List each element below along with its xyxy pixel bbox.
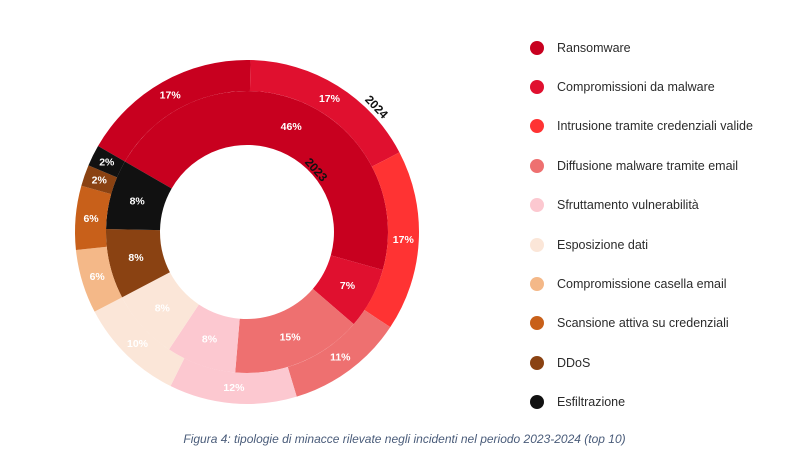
data-label-2024-intrusione-tramite-credenziali-valide: 17% [393,234,415,246]
legend-label: DDoS [557,355,591,370]
legend-label: Scansione attiva su credenziali [557,316,729,331]
slice-2024-ransomware [98,59,251,162]
figure-caption: Figura 4: tipologie di minacce rilevate … [183,432,626,446]
legend-label: Diffusione malware tramite email [557,158,739,173]
slice-2023-esposizione-dati [122,272,199,350]
data-label-2024-scansione-attiva-su-credenziali: 6% [83,213,99,225]
slice-2024-diffusione-malware-tramite-email [287,310,391,397]
legend-swatch [530,395,544,410]
legend-swatch [530,80,544,95]
slice-2024-compromissioni-da-malware [249,60,400,167]
slice-2023-esfiltrazione [106,161,172,231]
legend-item-ransomware: Ransomware [530,28,753,67]
legend-swatch [530,198,544,213]
legend-swatch [530,355,544,370]
slice-2023-sfruttamento-vulnerabilita [168,304,240,373]
data-label-2023-diffusione-malware-tramite-email: 15% [280,332,302,344]
data-label-2024-compromissione-casella-email: 6% [90,271,106,283]
legend-swatch [530,237,544,252]
legend-swatch [530,316,544,331]
data-label-2024-ddos: 2% [92,175,108,187]
legend-swatch [530,40,544,55]
slice-2024-esfiltrazione [88,146,125,178]
legend-item-diffusione-malware-tramite-email: Diffusione malware tramite email [530,146,753,185]
legend-label: Esfiltrazione [557,395,626,410]
legend-item-esposizione-dati: Esposizione dati [530,225,753,264]
slice-2023-ransomware [124,91,388,270]
slice-2024-intrusione-tramite-credenziali-valide [364,152,419,328]
slice-2024-esposizione-dati [94,297,185,387]
legend-swatch [530,158,544,173]
legend-item-compromissione-casella-email: Compromissione casella email [530,264,753,303]
slice-2023-ddos [105,229,170,298]
data-label-2023-esposizione-dati: 8% [155,302,171,314]
legend-item-compromissioni-da-malware: Compromissioni da malware [530,67,753,106]
data-label-2023-esfiltrazione: 8% [130,195,146,207]
legend-item-ddos: DDoS [530,343,753,382]
legend-swatch [530,277,544,292]
legend-swatch [530,119,544,134]
slice-2024-sfruttamento-vulnerabilita [170,358,297,404]
legend-item-scansione-attiva-su-credenziali: Scansione attiva su credenziali [530,304,753,343]
slice-2024-scansione-attiva-su-credenziali [75,185,112,250]
slice-2023-diffusione-malware-tramite-email [235,288,354,373]
data-label-2024-esposizione-dati: 10% [127,338,149,350]
legend-item-sfruttamento-vulnerabilita: Sfruttamento vulnerabilità [530,186,753,225]
data-label-2023-sfruttamento-vulnerabilita: 8% [202,334,218,346]
slice-2024-ddos [81,165,118,195]
data-label-2024-esfiltrazione: 2% [99,156,115,168]
data-label-2023-ddos: 8% [128,252,144,264]
data-label-2024-diffusione-malware-tramite-email: 11% [330,352,351,364]
legend-label: Esposizione dati [557,237,649,252]
slice-2023-compromissioni-da-malware [312,255,383,325]
legend-label: Compromissioni da malware [557,80,715,95]
legend-item-intrusione-tramite-credenziali-valide: Intrusione tramite credenziali valide [530,107,753,146]
legend-label: Ransomware [557,40,631,55]
legend-label: Intrusione tramite credenziali valide [557,119,753,134]
legend-label: Compromissione casella email [557,277,727,292]
data-label-2024-sfruttamento-vulnerabilita: 12% [223,382,245,394]
legend-label: Sfruttamento vulnerabilità [557,198,699,213]
data-label-2023-compromissioni-da-malware: 7% [340,280,356,292]
legend-item-esfiltrazione: Esfiltrazione [530,383,753,422]
slice-2024-compromissione-casella-email [75,246,123,312]
data-label-2023-ransomware: 46% [281,121,303,133]
data-label-2024-ransomware: 17% [160,90,182,102]
data-label-2024-compromissioni-da-malware: 17% [319,93,341,105]
chart-legend: Ransomware Compromissioni da malware Intru… [530,28,753,422]
